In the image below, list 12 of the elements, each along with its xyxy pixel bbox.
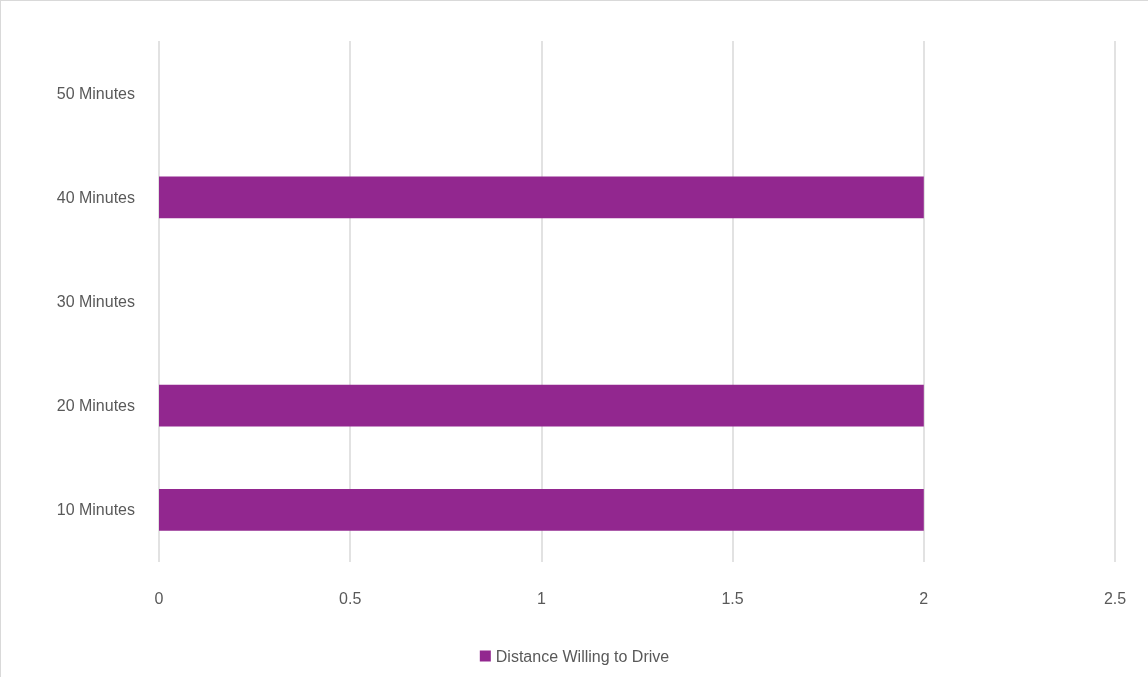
x-tick-label: 0.5 bbox=[339, 589, 362, 607]
y-tick-label: 50 Minutes bbox=[56, 84, 135, 102]
x-tick-label: 2 bbox=[919, 589, 929, 607]
x-tick-label: 1 bbox=[536, 589, 546, 607]
y-tick-label: 30 Minutes bbox=[56, 293, 135, 310]
x-tick-label: 1.5 bbox=[721, 589, 744, 607]
y-tick-label: 20 Minutes bbox=[56, 397, 135, 415]
x-tick-label: 0 bbox=[154, 589, 164, 607]
y-tick-label: 10 Minutes bbox=[56, 501, 135, 519]
y-tick-label: 40 Minutes bbox=[56, 188, 135, 206]
legend-label: Distance Willing to Drive bbox=[495, 647, 670, 665]
x-tick-label: 2.5 bbox=[1103, 589, 1127, 607]
